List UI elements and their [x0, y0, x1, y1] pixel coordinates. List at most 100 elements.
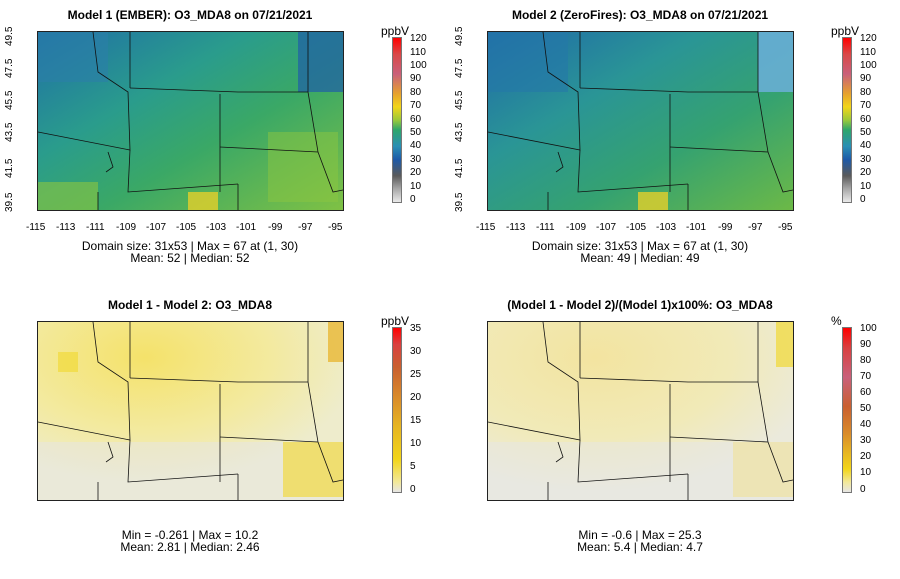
y-tick-label: 43.5 — [4, 122, 15, 142]
x-tick-label: -113 — [506, 222, 526, 233]
colorbar-tick: 10 — [860, 181, 872, 192]
x-tick-label: -101 — [686, 222, 707, 233]
colorbar-tick: 60 — [860, 387, 872, 398]
state-borders — [488, 322, 793, 500]
y-tick-label: 41.5 — [4, 158, 15, 178]
x-tick-label: -97 — [748, 222, 763, 233]
panel-title: (Model 1 - Model 2)/(Model 1)x100%: O3_M… — [507, 298, 773, 312]
stats-line-2: Mean: 49 | Median: 49 — [580, 251, 700, 265]
colorbar-unit: ppbV — [831, 24, 860, 38]
y-tick-label: 49.5 — [454, 26, 465, 46]
colorbar-unit: % — [831, 314, 842, 328]
x-tick-label: -107 — [146, 222, 167, 233]
colorbar-tick: 40 — [410, 140, 422, 151]
state-borders — [38, 322, 343, 500]
colorbar — [392, 37, 402, 203]
colorbar-tick: 90 — [860, 73, 872, 84]
colorbar-tick: 70 — [410, 100, 422, 111]
colorbar-tick: 70 — [860, 100, 872, 111]
colorbar — [392, 327, 402, 493]
stats-line-1: Domain size: 31x53 | Max = 67 at (1, 30) — [531, 239, 749, 253]
x-tick-label: -115 — [26, 222, 46, 233]
panel-title: Model 1 (EMBER): O3_MDA8 on 07/21/2021 — [67, 8, 313, 22]
x-tick-label: -105 — [626, 222, 647, 233]
panel-difference: Model 1 - Model 2: O3_MDA8 — [0, 290, 450, 579]
colorbar-tick: 25 — [410, 369, 422, 380]
y-tick-label: 45.5 — [4, 90, 15, 110]
colorbar-tick: 70 — [860, 371, 872, 382]
x-tick-label: -101 — [236, 222, 257, 233]
state-borders — [38, 32, 343, 210]
colorbar-tick: 15 — [410, 415, 422, 426]
y-tick-label: 39.5 — [454, 192, 465, 212]
percent-difference-map — [488, 322, 793, 500]
colorbar-tick: 30 — [860, 154, 872, 165]
colorbar-tick: 0 — [410, 194, 416, 205]
colorbar-tick: 10 — [860, 467, 872, 478]
colorbar-tick: 40 — [860, 419, 872, 430]
x-tick-label: -103 — [656, 222, 677, 233]
x-tick-label: -109 — [116, 222, 137, 233]
colorbar-tick: 120 — [860, 33, 877, 44]
stats-line-2: Mean: 2.81 | Median: 2.46 — [120, 540, 260, 554]
colorbar-tick: 10 — [410, 181, 422, 192]
colorbar-tick: 0 — [860, 484, 866, 495]
x-tick-label: -111 — [536, 222, 555, 233]
y-tick-label: 39.5 — [4, 192, 15, 212]
colorbar-tick: 100 — [860, 60, 877, 71]
y-tick-label: 41.5 — [454, 158, 465, 178]
colorbar-tick: 120 — [410, 33, 427, 44]
stats-line-2: Mean: 52 | Median: 52 — [130, 251, 250, 265]
colorbar-tick: 110 — [860, 47, 876, 58]
x-tick-label: -103 — [206, 222, 227, 233]
x-tick-label: -107 — [596, 222, 617, 233]
colorbar-tick: 90 — [860, 339, 872, 350]
colorbar-tick: 0 — [410, 484, 416, 495]
colorbar-tick: 0 — [860, 194, 866, 205]
x-tick-label: -111 — [86, 222, 105, 233]
panel-percent-difference: (Model 1 - Model 2)/(Model 1)x100%: O3_M… — [450, 290, 900, 579]
colorbar-tick: 90 — [410, 73, 422, 84]
colorbar-tick: 100 — [860, 323, 877, 334]
colorbar-tick: 30 — [410, 346, 422, 357]
colorbar — [842, 37, 852, 203]
colorbar-tick: 80 — [410, 87, 422, 98]
colorbar-tick: 5 — [410, 461, 416, 472]
x-tick-label: -95 — [328, 222, 343, 233]
x-tick-label: -115 — [476, 222, 496, 233]
x-tick-label: -105 — [176, 222, 197, 233]
state-borders — [488, 32, 793, 210]
colorbar-tick: 40 — [860, 140, 872, 151]
colorbar-tick: 20 — [410, 167, 422, 178]
colorbar-tick: 35 — [410, 323, 422, 334]
colorbar-tick: 60 — [860, 114, 872, 125]
map-plot — [37, 31, 344, 211]
ozone-map — [488, 32, 793, 210]
colorbar-tick: 20 — [410, 392, 422, 403]
colorbar-tick: 50 — [860, 127, 872, 138]
colorbar-tick: 30 — [860, 435, 872, 446]
colorbar — [842, 327, 852, 493]
stats-line-1: Min = -0.261 | Max = 10.2 — [121, 528, 259, 542]
panel-title: Model 2 (ZeroFires): O3_MDA8 on 07/21/20… — [511, 8, 769, 22]
x-tick-label: -97 — [298, 222, 313, 233]
colorbar-tick: 100 — [410, 60, 427, 71]
colorbar-tick: 80 — [860, 355, 872, 366]
stats-line-2: Mean: 5.4 | Median: 4.7 — [577, 540, 703, 554]
y-tick-label: 47.5 — [4, 58, 15, 78]
x-tick-label: -113 — [56, 222, 76, 233]
colorbar-tick: 30 — [410, 154, 422, 165]
colorbar-tick: 10 — [410, 438, 422, 449]
colorbar-tick: 110 — [410, 47, 426, 58]
y-tick-label: 49.5 — [4, 26, 15, 46]
panel-model2: Model 2 (ZeroFires): O3_MDA8 on 07/21/20… — [450, 0, 900, 289]
x-tick-label: -95 — [778, 222, 793, 233]
colorbar-tick: 50 — [410, 127, 422, 138]
panel-title: Model 1 - Model 2: O3_MDA8 — [107, 298, 273, 312]
y-tick-label: 47.5 — [454, 58, 465, 78]
colorbar-tick: 60 — [410, 114, 422, 125]
stats-line-1: Domain size: 31x53 | Max = 67 at (1, 30) — [81, 239, 299, 253]
x-tick-label: -99 — [268, 222, 283, 233]
colorbar-unit: ppbV — [381, 24, 410, 38]
colorbar-tick: 20 — [860, 451, 872, 462]
